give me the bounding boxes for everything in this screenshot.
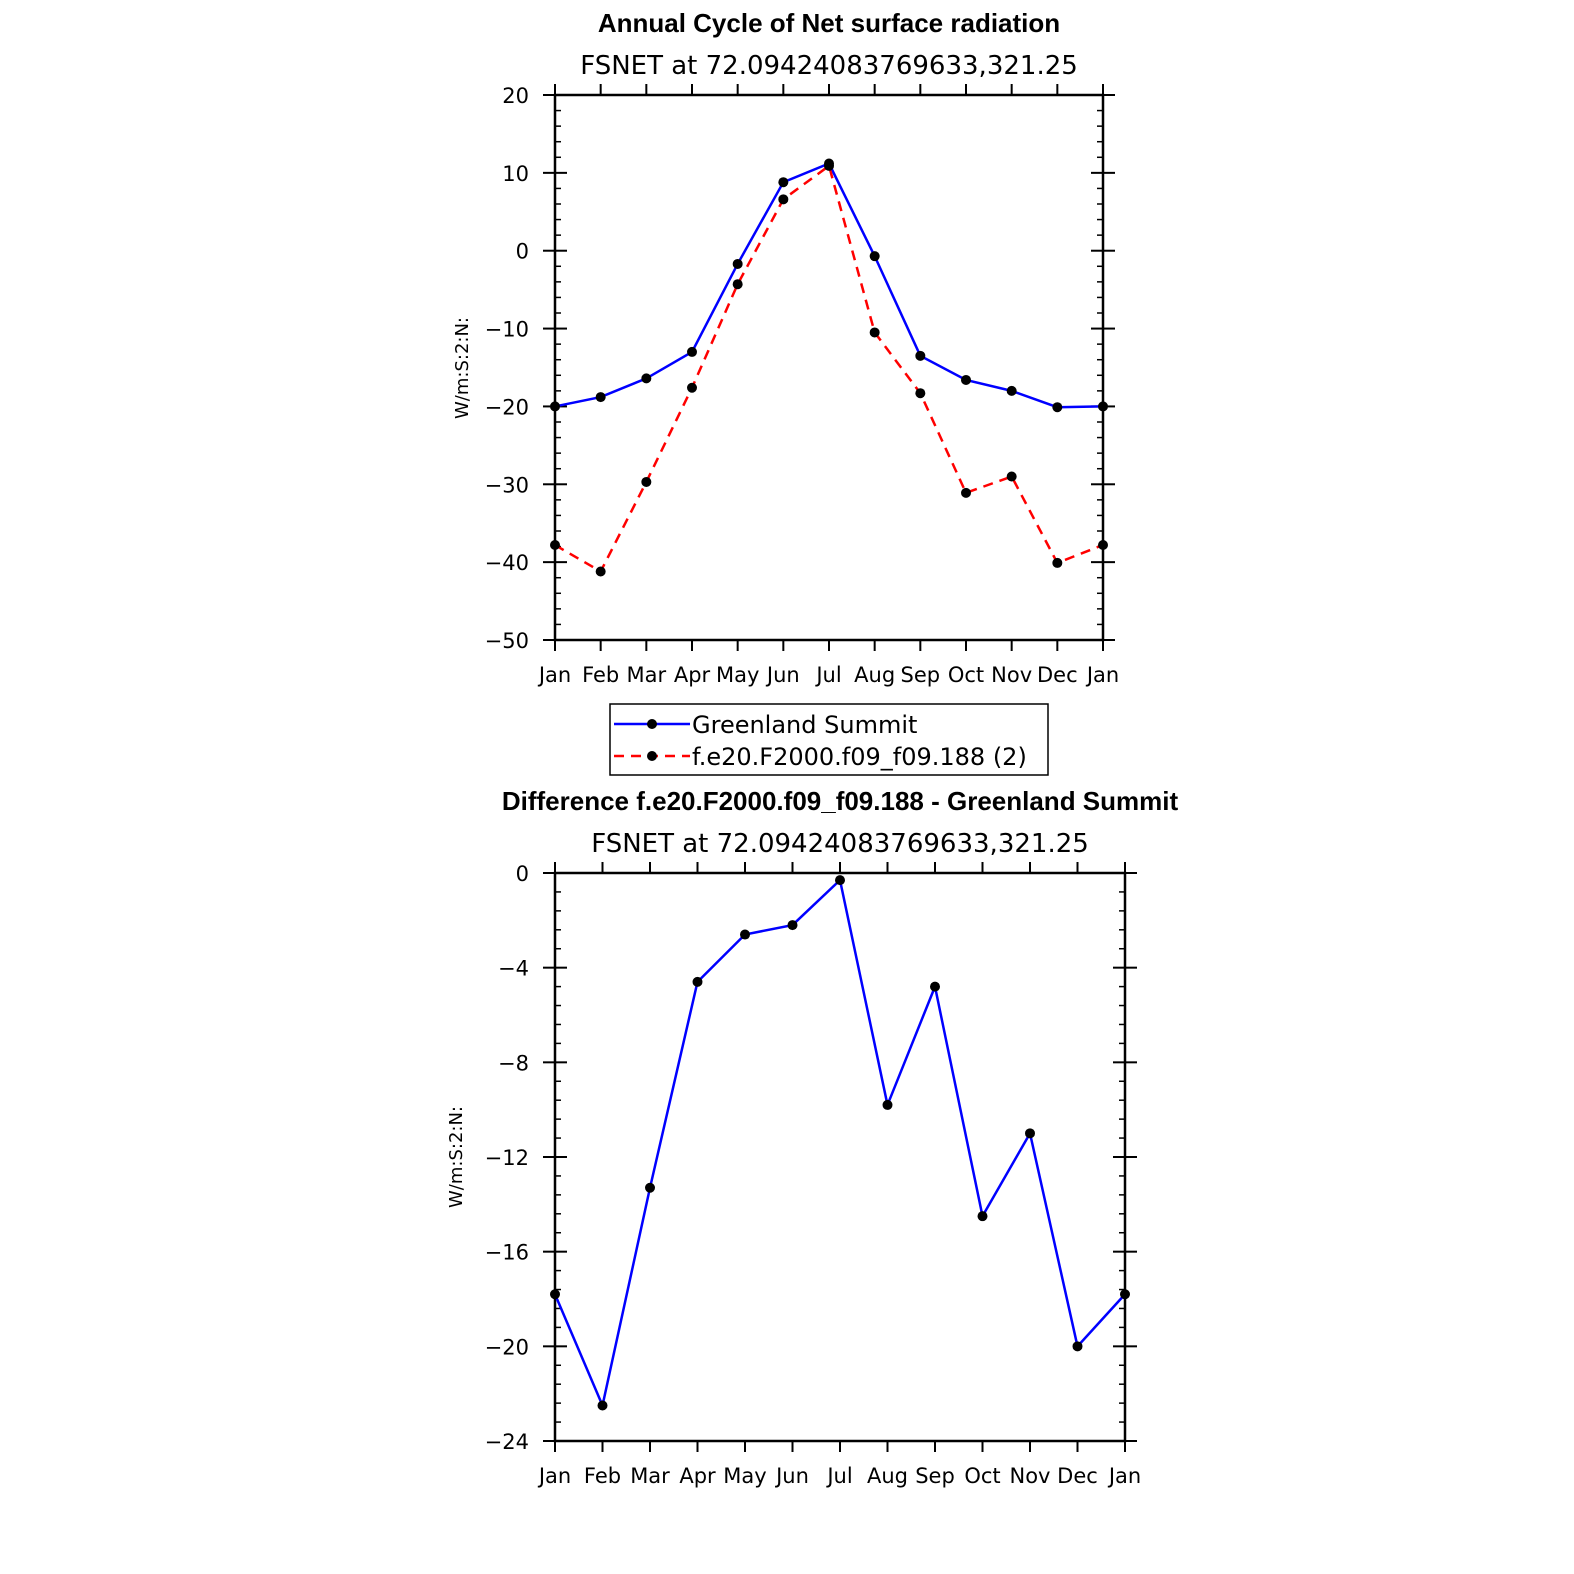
x-tick-label: Feb: [582, 663, 619, 687]
plot-frame: [553, 871, 1127, 1443]
y-tick-label: −20: [485, 395, 529, 419]
x-tick-label: May: [716, 663, 759, 687]
data-point: [1098, 401, 1108, 412]
data-point: [882, 1099, 893, 1110]
y-tick-label: −12: [485, 1146, 529, 1170]
x-tick-label: Jan: [1107, 1464, 1141, 1488]
x-tick-label: Apr: [674, 663, 711, 687]
legend-entry: f.e20.F2000.f09_f09.188 (2): [692, 743, 1027, 771]
data-point: [961, 374, 971, 385]
data-point: [1025, 1128, 1035, 1139]
x-tick-label: Apr: [679, 1464, 716, 1488]
chart-title: Annual Cycle of Net surface radiation: [598, 8, 1060, 38]
x-tick-label: Aug: [854, 663, 895, 687]
data-point: [550, 540, 560, 551]
difference-chart: Difference f.e20.F2000.f09_f09.188 - Gre…: [446, 786, 1178, 1488]
data-point: [595, 566, 606, 577]
data-point: [732, 258, 743, 269]
legend-marker: [647, 751, 657, 761]
x-tick-label: Mar: [630, 1464, 670, 1488]
annual-cycle-chart: Annual Cycle of Net surface radiation FSN…: [452, 8, 1119, 687]
y-tick-label: −50: [485, 629, 529, 653]
y-tick-label: −16: [485, 1241, 529, 1265]
x-tick-label: Aug: [867, 1464, 908, 1488]
x-tick-label: Feb: [584, 1464, 621, 1488]
series-line-0: [554, 161, 1104, 409]
data-point: [778, 177, 789, 188]
x-tick-label: Nov: [991, 663, 1032, 687]
chart-title: Difference f.e20.F2000.f09_f09.188 - Gre…: [502, 786, 1179, 816]
data-point: [641, 476, 652, 487]
x-tick-label: Jun: [774, 1464, 809, 1488]
data-point: [835, 875, 845, 886]
data-point: [930, 981, 940, 992]
data-point: [787, 920, 798, 931]
data-point: [1052, 557, 1063, 568]
legend-box: [609, 703, 1049, 776]
data-point: [778, 194, 789, 205]
data-point: [961, 487, 971, 498]
legend: Greenland Summit f.e20.F2000.f09_f09.188 …: [609, 703, 1049, 776]
data-point: [1006, 471, 1017, 482]
y-axis-label: W/m:S:2:N:: [452, 317, 473, 419]
x-tick-label: Oct: [948, 663, 984, 687]
data-point: [869, 251, 880, 262]
x-tick-label: Oct: [964, 1464, 1000, 1488]
legend-entry: Greenland Summit: [692, 711, 917, 739]
y-tick-label: 20: [502, 84, 529, 108]
data-point: [550, 401, 560, 412]
x-tick-label: Jun: [765, 663, 800, 687]
data-point: [824, 160, 834, 171]
y-tick-label: −20: [485, 1335, 529, 1359]
data-point: [597, 1400, 608, 1411]
x-tick-label: Sep: [915, 1464, 955, 1488]
data-point: [915, 388, 926, 399]
data-point: [977, 1211, 988, 1222]
data-point: [641, 373, 652, 384]
y-tick-label: 0: [516, 240, 529, 264]
data-point: [687, 382, 697, 393]
data-point: [869, 327, 880, 338]
data-point: [692, 976, 703, 987]
series-line-1: [554, 163, 1104, 574]
chart-subtitle: FSNET at 72.09424083769633,321.25: [580, 51, 1078, 81]
x-tick-label: Dec: [1057, 1464, 1098, 1488]
series-line-0: [553, 877, 1126, 1410]
data-point: [1006, 385, 1017, 396]
y-tick-label: −4: [498, 957, 529, 981]
y-tick-label: −24: [485, 1430, 529, 1454]
x-tick-label: Jul: [814, 663, 841, 687]
y-tick-label: −30: [485, 473, 529, 497]
x-tick-label: Sep: [901, 663, 941, 687]
data-point: [1072, 1341, 1083, 1352]
data-point: [732, 279, 743, 290]
data-point: [595, 392, 606, 403]
y-tick-label: −8: [498, 1051, 529, 1075]
y-tick-label: −10: [485, 318, 529, 342]
y-tick-label: 10: [502, 162, 529, 186]
data-point: [687, 346, 697, 357]
x-tick-label: May: [723, 1464, 766, 1488]
data-point: [915, 350, 926, 361]
x-tick-label: Nov: [1010, 1464, 1051, 1488]
y-axis-label: W/m:S:2:N:: [446, 1106, 467, 1208]
plot-frame: [553, 93, 1105, 642]
legend-marker: [647, 719, 657, 729]
data-point: [1098, 540, 1108, 551]
data-point: [550, 1289, 560, 1300]
data-point: [740, 929, 750, 940]
data-point: [1120, 1289, 1130, 1300]
y-tick-label: −40: [485, 551, 529, 575]
x-tick-label: Jan: [1085, 663, 1119, 687]
data-point: [645, 1182, 655, 1193]
chart-subtitle: FSNET at 72.09424083769633,321.25: [591, 829, 1089, 859]
x-tick-label: Jul: [825, 1464, 852, 1488]
y-tick-label: 0: [516, 862, 529, 886]
x-tick-label: Dec: [1037, 663, 1078, 687]
x-tick-label: Jan: [537, 1464, 571, 1488]
x-tick-label: Jan: [537, 663, 571, 687]
data-point: [1052, 402, 1063, 413]
x-tick-label: Mar: [627, 663, 667, 687]
